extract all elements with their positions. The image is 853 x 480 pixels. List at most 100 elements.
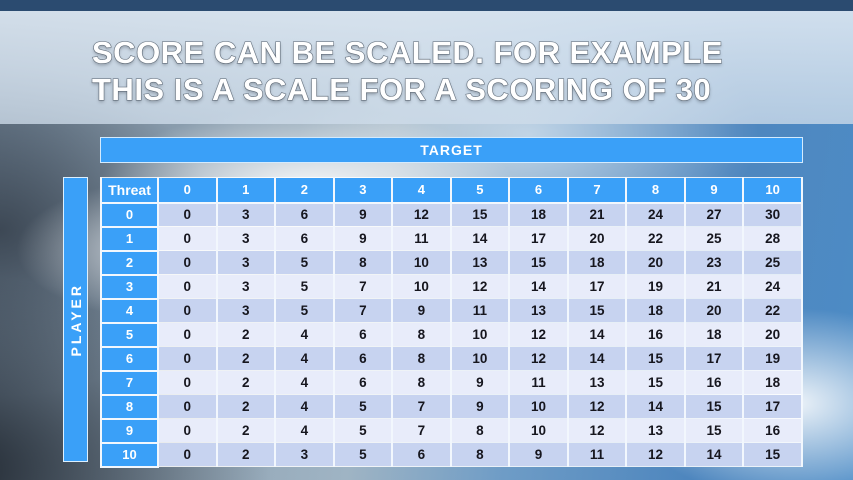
score-cell: 6 [332, 346, 394, 371]
score-cell: 6 [332, 370, 394, 395]
score-cell: 2 [215, 322, 277, 347]
target-header-label: TARGET [420, 142, 483, 158]
matrix-row-6: 6 0 2 4 6 8 10 12 14 15 17 19 [100, 346, 803, 372]
score-cell: 10 [449, 322, 511, 347]
player-row-header-5: 5 [100, 322, 159, 348]
score-cell: 9 [508, 442, 569, 467]
matrix-row-1: 1 0 3 6 9 11 14 17 20 22 25 28 [100, 226, 803, 252]
score-cell: 3 [215, 226, 277, 251]
score-cell: 4 [274, 418, 335, 443]
score-cell: 8 [449, 442, 511, 467]
score-cell: 14 [683, 442, 745, 467]
score-cell: 14 [566, 346, 628, 371]
score-cell: 14 [508, 274, 569, 299]
score-cell: 14 [625, 394, 686, 419]
matrix-row-7: 7 0 2 4 6 8 9 11 13 15 16 18 [100, 370, 803, 396]
score-cell: 10 [391, 250, 452, 275]
target-col-header-3: 3 [332, 177, 394, 204]
top-accent-bar [0, 0, 853, 11]
target-header: TARGET [100, 137, 803, 163]
target-col-header-7: 7 [566, 177, 628, 204]
score-cell: 17 [566, 274, 628, 299]
score-cell: 17 [742, 394, 803, 419]
score-cell: 22 [742, 298, 803, 323]
score-cell: 15 [625, 370, 686, 395]
score-cell: 9 [449, 394, 511, 419]
score-cell: 15 [683, 394, 745, 419]
target-col-header-10: 10 [742, 177, 803, 204]
score-cell: 0 [157, 298, 218, 323]
score-cell: 0 [157, 418, 218, 443]
player-header-label: PLAYER [67, 282, 84, 357]
score-cell: 16 [742, 418, 803, 443]
score-cell: 13 [508, 298, 569, 323]
score-cell: 18 [625, 298, 686, 323]
target-col-header-2: 2 [274, 177, 335, 204]
score-cell: 2 [215, 418, 277, 443]
score-cell: 0 [157, 250, 218, 275]
target-col-header-6: 6 [508, 177, 569, 204]
score-cell: 0 [157, 394, 218, 419]
score-matrix-table: Threat 0 1 2 3 4 5 6 7 8 9 10 0 0 3 6 9 12 15 18 21 24 27 30 1 0… [100, 177, 803, 468]
score-cell: 12 [566, 418, 628, 443]
score-cell: 19 [625, 274, 686, 299]
score-cell: 5 [274, 250, 335, 275]
matrix-row-5: 5 0 2 4 6 8 10 12 14 16 18 20 [100, 322, 803, 348]
score-cell: 9 [449, 370, 511, 395]
score-cell: 8 [391, 370, 452, 395]
score-cell: 24 [742, 274, 803, 299]
score-cell: 8 [332, 250, 394, 275]
matrix-header-row: Threat 0 1 2 3 4 5 6 7 8 9 10 [100, 177, 803, 204]
score-cell: 9 [332, 226, 394, 251]
score-cell: 2 [215, 394, 277, 419]
score-cell: 15 [683, 418, 745, 443]
matrix-row-3: 3 0 3 5 7 10 12 14 17 19 21 24 [100, 274, 803, 300]
score-cell: 24 [625, 202, 686, 227]
target-col-header-8: 8 [625, 177, 686, 204]
score-cell: 2 [215, 442, 277, 467]
score-cell: 13 [449, 250, 511, 275]
score-cell: 6 [274, 226, 335, 251]
score-cell: 0 [157, 226, 218, 251]
score-cell: 12 [566, 394, 628, 419]
target-col-header-4: 4 [391, 177, 452, 204]
score-cell: 12 [508, 346, 569, 371]
score-cell: 27 [683, 202, 745, 227]
matrix-row-9: 9 0 2 4 5 7 8 10 12 13 15 16 [100, 418, 803, 444]
score-cell: 21 [566, 202, 628, 227]
player-header: PLAYER [63, 177, 88, 462]
slide-title: SCORE CAN BE SCALED. FOR EXAMPLE THIS IS… [91, 34, 723, 108]
score-cell: 18 [683, 322, 745, 347]
target-col-header-9: 9 [683, 177, 745, 204]
score-cell: 0 [157, 370, 218, 395]
score-cell: 5 [332, 418, 394, 443]
slide-title-line2: THIS IS A SCALE FOR A SCORING OF 30 [91, 71, 712, 107]
score-cell: 19 [742, 346, 803, 371]
matrix-row-0: 0 0 3 6 9 12 15 18 21 24 27 30 [100, 202, 803, 228]
score-cell: 8 [391, 346, 452, 371]
score-cell: 0 [157, 274, 218, 299]
score-cell: 0 [157, 322, 218, 347]
score-cell: 5 [332, 442, 394, 467]
score-cell: 4 [274, 322, 335, 347]
score-cell: 10 [508, 394, 569, 419]
score-cell: 7 [391, 418, 452, 443]
score-cell: 12 [508, 322, 569, 347]
score-cell: 10 [391, 274, 452, 299]
score-cell: 3 [215, 250, 277, 275]
score-cell: 18 [566, 250, 628, 275]
target-col-header-0: 0 [157, 177, 218, 204]
score-cell: 11 [566, 442, 628, 467]
score-cell: 4 [274, 394, 335, 419]
score-cell: 7 [332, 298, 394, 323]
matrix-row-2: 2 0 3 5 8 10 13 15 18 20 23 25 [100, 250, 803, 276]
score-cell: 11 [449, 298, 511, 323]
threat-corner-cell: Threat [100, 177, 159, 204]
score-cell: 6 [391, 442, 452, 467]
score-cell: 11 [508, 370, 569, 395]
score-cell: 14 [566, 322, 628, 347]
player-row-header-1: 1 [100, 226, 159, 252]
score-cell: 5 [274, 274, 335, 299]
score-cell: 5 [274, 298, 335, 323]
